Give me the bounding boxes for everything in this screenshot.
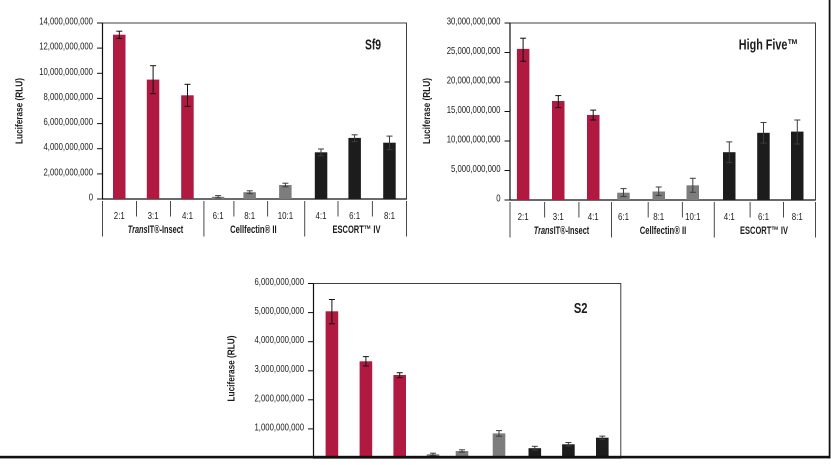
svg-text:Sf9: Sf9 bbox=[365, 37, 381, 54]
svg-text:20,000,000,000: 20,000,000,000 bbox=[447, 75, 501, 87]
svg-text:ESCORT™ IV: ESCORT™ IV bbox=[740, 225, 788, 237]
svg-text:2,000,000,000: 2,000,000,000 bbox=[44, 166, 94, 178]
svg-text:6:1: 6:1 bbox=[349, 210, 360, 222]
svg-text:2:1: 2:1 bbox=[518, 211, 529, 223]
svg-text:10,000,000,000: 10,000,000,000 bbox=[447, 134, 501, 146]
svg-text:0: 0 bbox=[89, 192, 93, 204]
svg-text:Cellfectin® II: Cellfectin® II bbox=[640, 225, 687, 237]
svg-text:Luciferase (RLU): Luciferase (RLU) bbox=[227, 336, 238, 402]
svg-text:6,000,000,000: 6,000,000,000 bbox=[255, 276, 305, 288]
svg-text:8:1: 8:1 bbox=[792, 211, 803, 223]
svg-text:6:1: 6:1 bbox=[213, 210, 224, 222]
svg-text:S2: S2 bbox=[574, 300, 588, 317]
svg-text:5,000,000,000: 5,000,000,000 bbox=[255, 305, 305, 317]
svg-text:10,000,000,000: 10,000,000,000 bbox=[39, 66, 93, 78]
svg-text:30,000,000,000: 30,000,000,000 bbox=[447, 16, 501, 28]
svg-text:10:1: 10:1 bbox=[278, 210, 294, 222]
svg-text:8:1: 8:1 bbox=[653, 211, 664, 223]
svg-text:4:1: 4:1 bbox=[182, 210, 193, 222]
svg-text:4:1: 4:1 bbox=[588, 211, 599, 223]
svg-text:0: 0 bbox=[496, 193, 500, 205]
svg-text:TransIT®-Insect: TransIT®-Insect bbox=[128, 224, 184, 236]
svg-text:Luciferase (RLU): Luciferase (RLU) bbox=[15, 78, 26, 144]
svg-text:TransIT®-Insect: TransIT®-Insect bbox=[534, 225, 590, 237]
svg-text:Cellfectin® II: Cellfectin® II bbox=[230, 224, 277, 236]
svg-text:25,000,000,000: 25,000,000,000 bbox=[447, 45, 501, 57]
svg-text:15,000,000,000: 15,000,000,000 bbox=[447, 104, 501, 116]
svg-text:4,000,000,000: 4,000,000,000 bbox=[255, 334, 305, 346]
svg-text:1,000,000,000: 1,000,000,000 bbox=[255, 421, 305, 433]
svg-text:4:1: 4:1 bbox=[724, 211, 735, 223]
svg-text:8:1: 8:1 bbox=[384, 210, 395, 222]
svg-text:3:1: 3:1 bbox=[553, 211, 564, 223]
svg-text:8,000,000,000: 8,000,000,000 bbox=[44, 91, 94, 103]
svg-text:2:1: 2:1 bbox=[114, 210, 125, 222]
svg-text:4,000,000,000: 4,000,000,000 bbox=[44, 141, 94, 153]
svg-text:Luciferase (RLU): Luciferase (RLU) bbox=[422, 78, 433, 144]
svg-text:5,000,000,000: 5,000,000,000 bbox=[451, 163, 501, 175]
svg-text:3,000,000,000: 3,000,000,000 bbox=[255, 363, 305, 375]
svg-text:12,000,000,000: 12,000,000,000 bbox=[39, 41, 93, 53]
svg-text:6:1: 6:1 bbox=[758, 211, 769, 223]
svg-text:8:1: 8:1 bbox=[244, 210, 255, 222]
svg-text:6,000,000,000: 6,000,000,000 bbox=[44, 116, 94, 128]
svg-text:ESCORT™ IV: ESCORT™ IV bbox=[333, 224, 381, 236]
svg-text:6:1: 6:1 bbox=[618, 211, 629, 223]
svg-text:2,000,000,000: 2,000,000,000 bbox=[255, 392, 305, 404]
svg-text:3:1: 3:1 bbox=[148, 210, 159, 222]
svg-text:4:1: 4:1 bbox=[316, 210, 327, 222]
svg-text:14,000,000,000: 14,000,000,000 bbox=[39, 16, 93, 28]
svg-text:High Five™: High Five™ bbox=[739, 37, 798, 54]
svg-text:10:1: 10:1 bbox=[685, 211, 701, 223]
